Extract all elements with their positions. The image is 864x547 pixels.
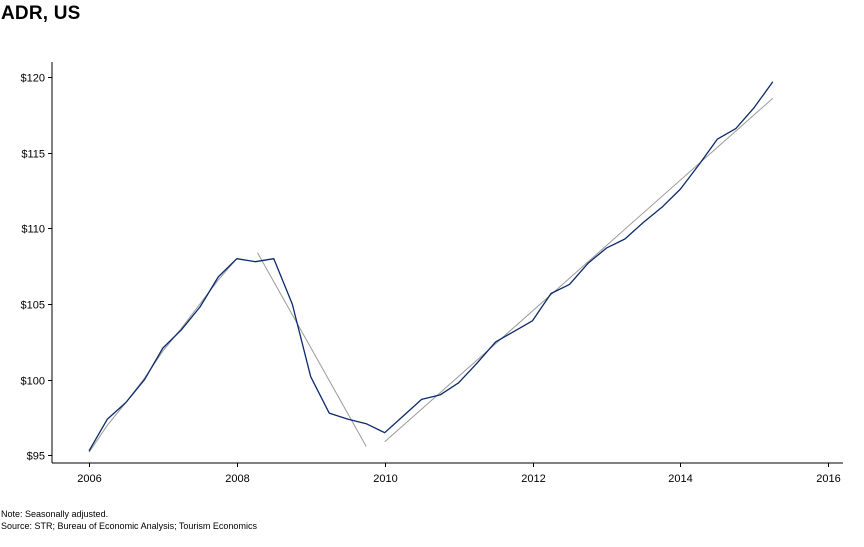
- x-tick-label: 2014: [668, 473, 692, 485]
- y-tick-label: $120: [21, 73, 45, 85]
- y-tick-label: $110: [21, 224, 45, 236]
- series-line-trend-3: [384, 97, 774, 443]
- x-tick-label: 2008: [225, 473, 249, 485]
- footer-note: Note: Seasonally adjusted.: [1, 509, 109, 519]
- series-line-trend-2: [257, 252, 367, 447]
- y-tick-label: $95: [27, 451, 45, 463]
- chart-title: ADR, US: [1, 3, 81, 24]
- x-tick-label: 2010: [373, 473, 397, 485]
- x-tick-label: 2012: [521, 473, 545, 485]
- series-line-trend-1: [88, 258, 238, 453]
- y-tick-label: $115: [21, 149, 45, 161]
- footer-source: Source: STR; Bureau of Economic Analysis…: [1, 521, 257, 531]
- x-tick-label: 2006: [77, 473, 101, 485]
- x-tick-label: 2016: [816, 473, 840, 485]
- y-tick-label: $100: [21, 376, 45, 388]
- series-line-adr: [88, 81, 774, 452]
- y-tick-label: $105: [21, 300, 45, 312]
